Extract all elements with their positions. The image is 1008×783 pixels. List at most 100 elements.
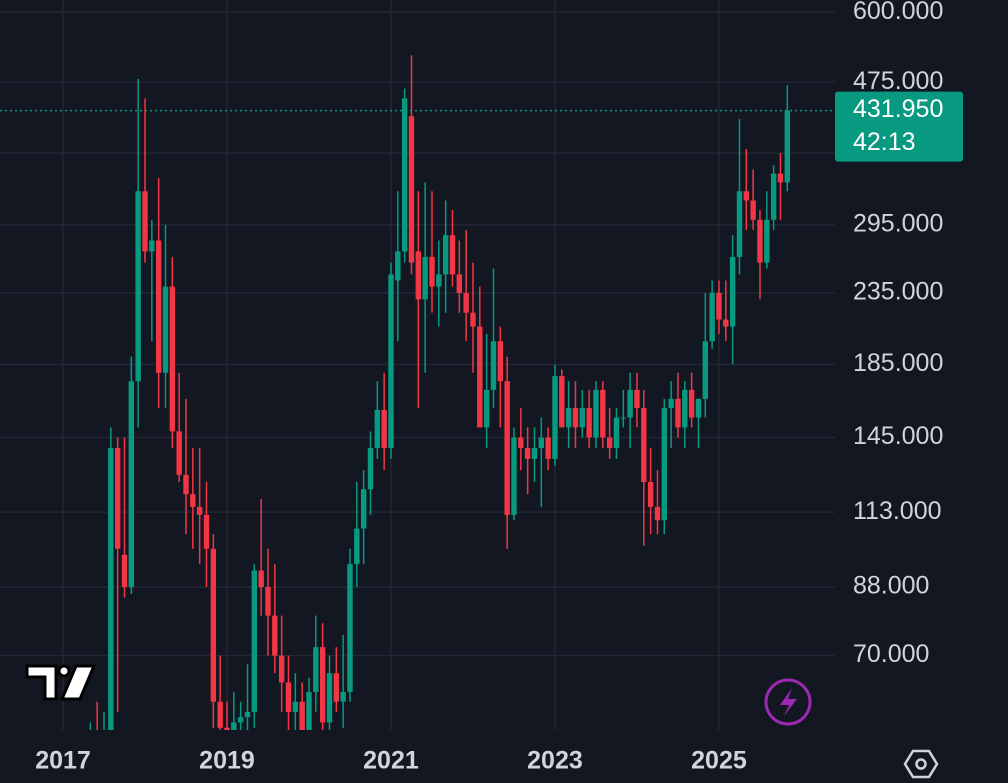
x-tick-label: 2023 (527, 747, 583, 775)
settings-button[interactable] (903, 749, 939, 779)
candle-body (299, 701, 305, 730)
candle-body (436, 274, 442, 287)
y-tick-label: 145.000 (853, 422, 943, 450)
candle-body (108, 448, 114, 730)
countdown: 42:13 (853, 128, 916, 156)
candle-body (456, 274, 463, 293)
candle-body (531, 448, 538, 459)
candle-body (470, 312, 476, 327)
candle-body (688, 389, 695, 418)
candle-body (586, 408, 592, 438)
candle-body (162, 286, 169, 373)
candle-body (169, 286, 176, 432)
candle-body (497, 341, 504, 382)
candle-body (142, 191, 148, 252)
candle-body (388, 274, 394, 449)
candle-body (552, 376, 558, 459)
candle-body (723, 319, 729, 327)
candle-body (176, 431, 182, 475)
candle-body (634, 389, 640, 409)
candle-body (641, 408, 647, 482)
y-tick-label: 600.000 (853, 0, 943, 25)
y-tick-label: 70.000 (853, 640, 929, 668)
candle-body (183, 474, 189, 495)
candle-body (483, 389, 490, 428)
candle-body (490, 341, 497, 390)
candle-body (265, 587, 271, 616)
candle-body (770, 173, 777, 220)
candle-body (600, 389, 606, 438)
lightning-button[interactable] (764, 678, 812, 726)
candle-body (504, 381, 510, 515)
candle-body (381, 409, 387, 449)
candle-body (258, 570, 264, 588)
candle-body (647, 481, 654, 507)
candle-body (654, 506, 661, 521)
candle-body (374, 409, 381, 449)
candle-body (764, 219, 770, 263)
candle-body (695, 398, 702, 418)
candle-body (408, 116, 415, 263)
candle-body (736, 191, 743, 257)
candle-body (415, 251, 422, 300)
x-tick-label: 2025 (691, 747, 747, 775)
candle-body (750, 200, 756, 220)
candle-body (661, 408, 668, 521)
candle-body (285, 682, 292, 712)
candle-body (190, 494, 196, 507)
candle-body (333, 673, 340, 702)
candle-body (149, 240, 155, 252)
candle-body (682, 389, 688, 428)
candle-body (237, 717, 244, 723)
candle-body (668, 398, 674, 409)
candle-body (606, 437, 613, 449)
candle-body (340, 691, 346, 702)
candle-body (231, 722, 237, 730)
candle-body (675, 398, 681, 428)
candle-body (729, 256, 736, 327)
candle-body (743, 191, 749, 201)
candle-body (313, 647, 319, 692)
x-tick-label: 2019 (199, 747, 255, 775)
y-tick-label: 88.000 (853, 572, 929, 600)
y-tick-label: 235.000 (853, 278, 943, 306)
x-tick-label: 2017 (35, 747, 91, 775)
candle-body (244, 711, 251, 718)
candle-body (511, 437, 517, 515)
candle-body (572, 408, 579, 428)
y-tick-label: 475.000 (853, 67, 943, 95)
candle-body (367, 448, 374, 490)
candle-body (326, 673, 333, 723)
grid (0, 0, 835, 730)
candle-body (135, 191, 141, 382)
candle-body (278, 655, 285, 683)
last-price-label: 431.950 (853, 95, 943, 123)
candle-body (784, 110, 790, 183)
candle-body (463, 292, 469, 313)
candle-body (627, 389, 633, 418)
candle-body (545, 437, 551, 459)
candle-body (593, 389, 599, 438)
candle-body (477, 326, 483, 428)
candle-body (155, 240, 162, 373)
candle-body (347, 564, 353, 692)
candle-body (272, 615, 278, 656)
candle-body (306, 691, 312, 730)
candle-body (210, 548, 217, 702)
candle-body (716, 292, 722, 320)
candle-body (709, 292, 715, 342)
x-tick-label: 2021 (363, 747, 419, 775)
candle-body (777, 173, 784, 183)
y-tick-label: 295.000 (853, 209, 943, 237)
candle-body (292, 701, 299, 712)
candle-body (121, 554, 128, 588)
candle-body (429, 256, 435, 287)
candle-body (401, 98, 408, 252)
candle-body (559, 376, 565, 428)
candle-body (217, 701, 223, 728)
candle-body (128, 381, 135, 588)
candles (89, 55, 790, 730)
candle-body (613, 417, 620, 449)
